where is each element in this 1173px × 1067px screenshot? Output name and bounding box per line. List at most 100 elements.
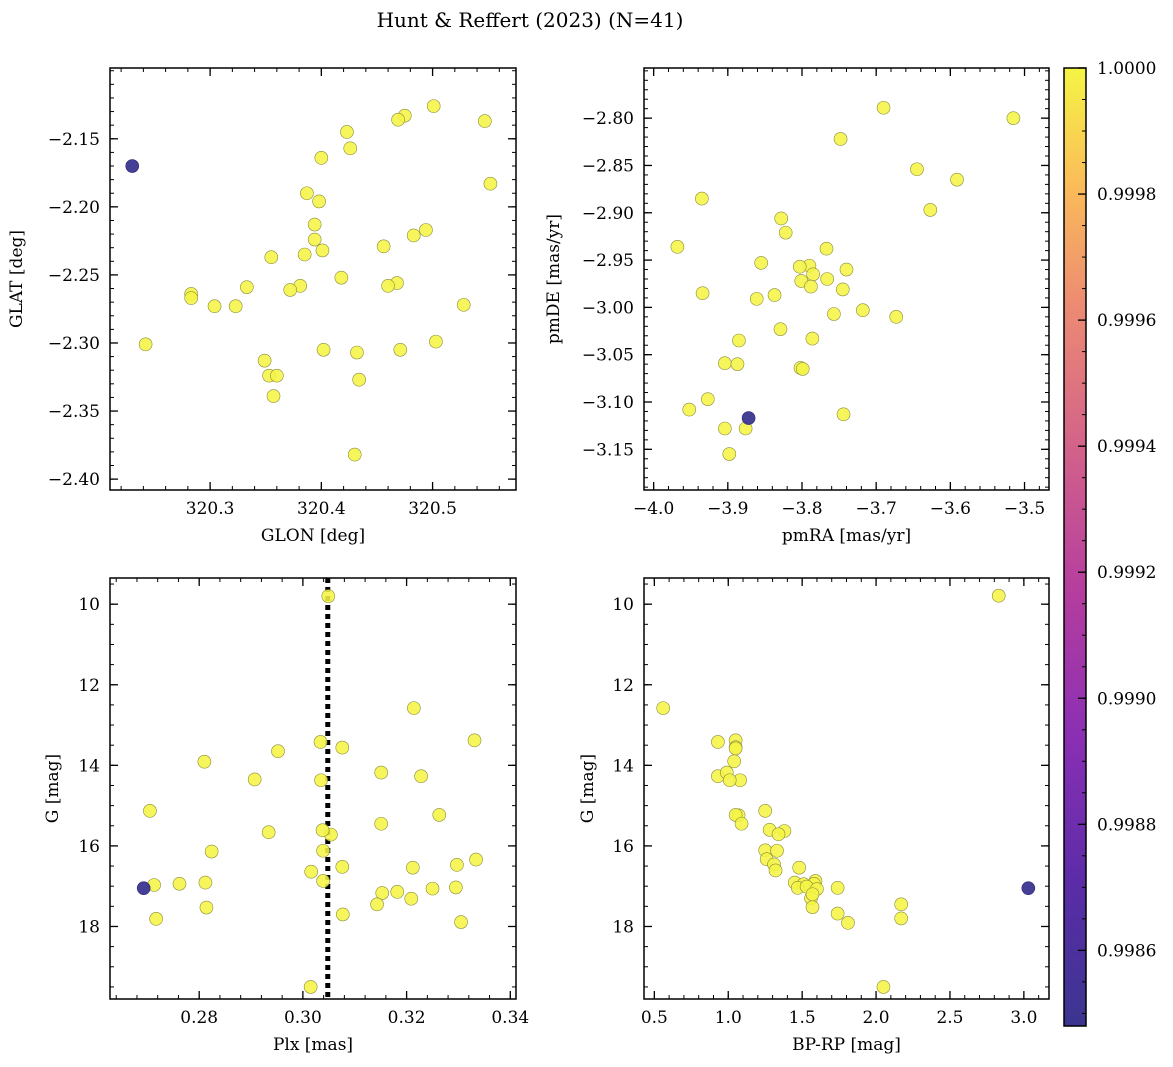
x-tick-label: −3.9 [707, 499, 748, 519]
data-point [804, 279, 818, 294]
data-point [315, 823, 330, 837]
data-point [795, 362, 810, 376]
data-point [773, 322, 788, 336]
data-point [264, 250, 279, 265]
data-point [876, 980, 891, 994]
x-tick-label: 320.4 [297, 499, 346, 519]
data-point [261, 825, 276, 840]
x-tick-label: 0.32 [388, 1008, 426, 1028]
data-point [199, 900, 214, 915]
data-point [297, 247, 312, 262]
y-tick-label: −3.10 [582, 393, 634, 413]
data-point [352, 372, 366, 387]
data-point [827, 307, 841, 321]
data-point [406, 228, 421, 243]
data-point [894, 911, 908, 926]
axes-frame [109, 577, 517, 1000]
data-point [1006, 111, 1021, 125]
data-point [820, 272, 835, 286]
x-tick-label: −3.6 [930, 499, 971, 519]
data-point [335, 740, 350, 755]
data-point [149, 912, 163, 926]
y-tick-label: −2.40 [48, 470, 100, 490]
y-tick-label: 10 [78, 595, 100, 615]
data-point [728, 741, 743, 756]
colorbar-tick-label: 0.9990 [1097, 689, 1156, 709]
data-point [656, 701, 671, 715]
x-tick-label: 320.3 [186, 499, 235, 519]
data-point [370, 897, 384, 912]
y-tick-label: 16 [612, 837, 634, 857]
data-point [805, 887, 820, 902]
data-point [767, 288, 782, 302]
y-tick-label: 12 [78, 676, 100, 696]
data-point-low-probability [741, 411, 756, 425]
data-point [754, 256, 768, 270]
data-point [283, 283, 297, 297]
data-point [749, 292, 764, 306]
data-point [792, 860, 807, 875]
data-point [247, 772, 262, 787]
data-point-low-probability [125, 159, 140, 173]
data-point [768, 863, 783, 878]
data-point [432, 808, 447, 822]
data-point [839, 262, 854, 277]
y-axis-label: pmDE [mas/yr] [544, 214, 564, 344]
data-point [730, 357, 745, 371]
data-point [316, 874, 330, 888]
x-tick-label: 0.28 [180, 1008, 218, 1028]
data-point [207, 299, 222, 314]
x-tick-label: 0.30 [284, 1008, 322, 1028]
x-tick-label: −3.5 [1004, 499, 1045, 519]
y-tick-label: −2.90 [582, 204, 634, 224]
data-point [138, 337, 153, 352]
x-tick-label: −4.0 [633, 499, 674, 519]
data-point [727, 754, 741, 769]
data-point [734, 816, 749, 831]
x-tick-label: −3.8 [781, 499, 822, 519]
data-point [835, 282, 850, 297]
data-point [314, 773, 328, 788]
data-point [321, 589, 336, 603]
data-point [894, 897, 908, 912]
x-tick-label: 1.0 [715, 1008, 742, 1028]
data-point [991, 588, 1006, 603]
data-point [819, 241, 834, 256]
y-tick-label: 10 [612, 595, 634, 615]
y-axis-label: GLAT [deg] [7, 230, 27, 328]
data-point [711, 735, 725, 749]
data-point [456, 298, 471, 312]
data-point [316, 342, 331, 357]
panel-glon-glat: 320.3 320.4 320.5 −2.40 −2.35 −2.30 −2.25 −2.20… [7, 67, 517, 546]
data-point [700, 392, 715, 406]
figure-title: Hunt & Reffert (2023) (N=41) [377, 8, 684, 32]
data-point [449, 880, 463, 895]
data-point [381, 279, 395, 293]
data-point [695, 191, 709, 206]
data-point [836, 407, 851, 422]
x-tick-label: 0.34 [491, 1008, 529, 1028]
data-point [774, 211, 789, 226]
colorbar-tick-label: 1.0000 [1097, 59, 1156, 79]
data-point [805, 900, 820, 914]
data-point [313, 735, 328, 749]
data-point [910, 162, 924, 177]
data-point [375, 886, 390, 900]
y-tick-label: −2.25 [48, 266, 100, 286]
data-point [303, 980, 318, 994]
data-point [830, 881, 845, 895]
data-point [758, 804, 773, 818]
y-tick-label: −3.15 [582, 440, 634, 460]
data-point [923, 203, 938, 217]
data-point [770, 843, 784, 858]
colorbar-tick-label: 0.9986 [1097, 941, 1156, 961]
data-point [771, 827, 786, 842]
data-point [240, 280, 254, 294]
y-tick-label: −3.05 [582, 346, 634, 366]
data-point [805, 331, 820, 346]
data-point [718, 421, 732, 436]
colorbar-tick-label: 0.9994 [1097, 437, 1156, 457]
data-point [429, 334, 443, 349]
data-point [307, 232, 322, 247]
